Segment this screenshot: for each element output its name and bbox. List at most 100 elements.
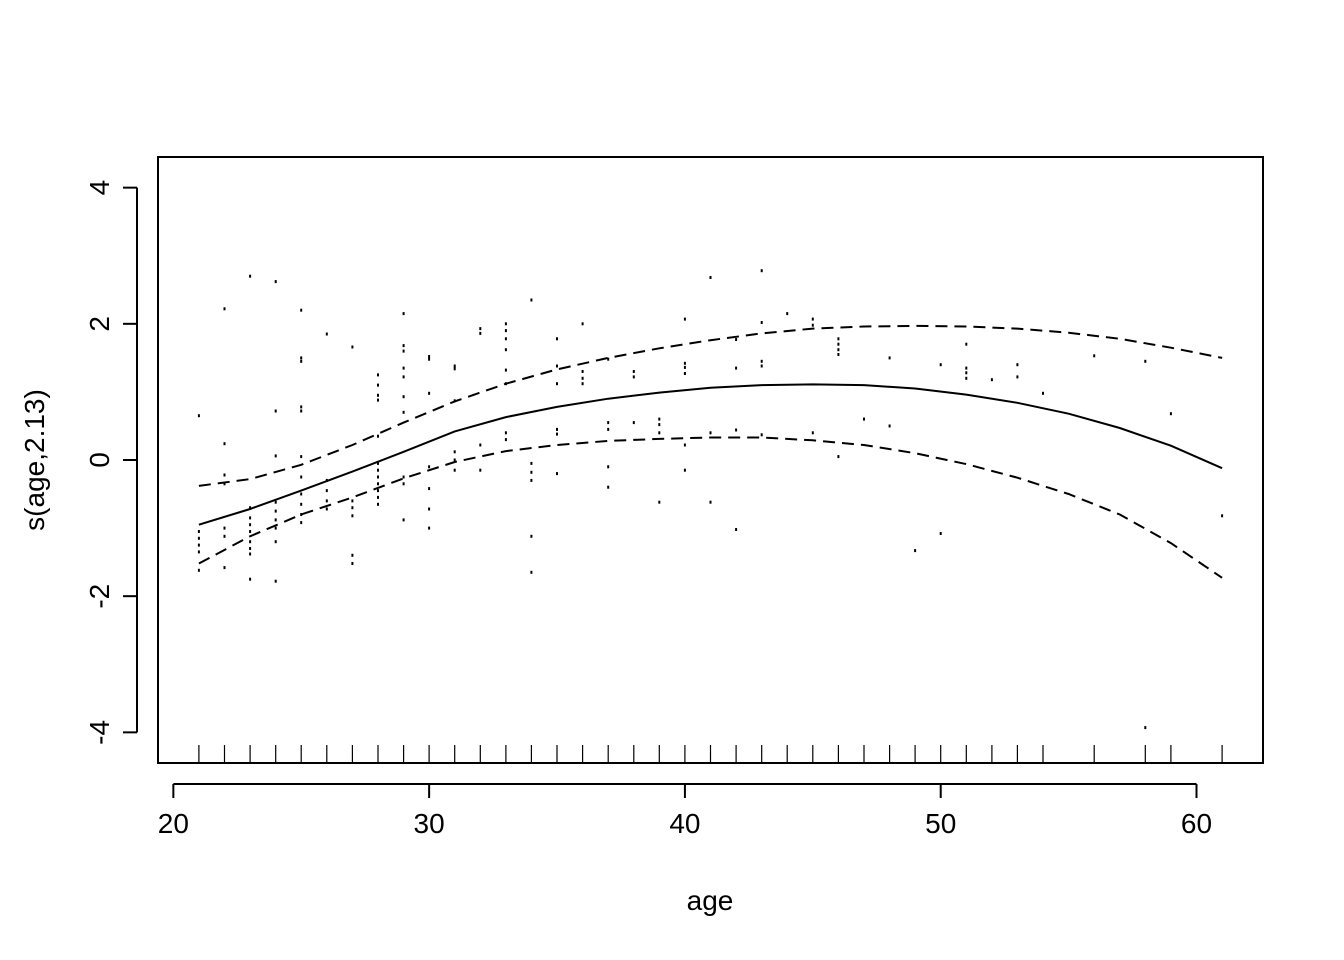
residual-point bbox=[530, 534, 533, 538]
residual-point bbox=[735, 366, 738, 370]
residual-point bbox=[249, 540, 252, 544]
residual-point bbox=[530, 470, 533, 474]
residual-point bbox=[377, 468, 379, 472]
residual-point bbox=[274, 518, 277, 522]
residual-point bbox=[837, 337, 840, 341]
residual-point bbox=[837, 348, 840, 352]
residual-point bbox=[735, 338, 738, 341]
residual-point bbox=[760, 269, 763, 273]
residual-point bbox=[249, 516, 252, 520]
residual-point bbox=[325, 499, 328, 503]
residual-point bbox=[1144, 726, 1147, 730]
residual-point bbox=[658, 417, 661, 421]
residual-point bbox=[274, 540, 277, 544]
residual-point bbox=[504, 337, 507, 341]
residual-point bbox=[377, 502, 379, 506]
residual-point bbox=[888, 424, 891, 428]
residual-point bbox=[556, 472, 558, 476]
residual-point bbox=[837, 342, 840, 346]
residual-point bbox=[402, 410, 405, 414]
residual-point bbox=[760, 321, 763, 324]
residual-point bbox=[377, 434, 379, 438]
residual-point bbox=[683, 468, 686, 472]
residual-point bbox=[197, 536, 200, 540]
residual-point bbox=[709, 500, 712, 504]
residual-point bbox=[760, 364, 763, 368]
residual-point bbox=[504, 322, 507, 326]
residual-point bbox=[274, 579, 277, 583]
residual-point bbox=[428, 465, 431, 469]
residual-point bbox=[504, 329, 507, 333]
residual-point bbox=[811, 317, 814, 321]
residual-point bbox=[351, 345, 354, 349]
residual-point bbox=[530, 478, 533, 482]
residual-point bbox=[274, 280, 277, 284]
residual-point bbox=[223, 442, 226, 446]
residual-point bbox=[581, 382, 584, 386]
residual-point bbox=[223, 473, 226, 477]
residual-point bbox=[453, 468, 456, 472]
rug-marks bbox=[198, 745, 1223, 763]
residual-point bbox=[274, 454, 277, 458]
residual-point bbox=[479, 327, 482, 331]
residual-point bbox=[683, 365, 686, 369]
residual-point bbox=[428, 507, 431, 511]
x-tick-label: 50 bbox=[925, 808, 956, 839]
residual-point bbox=[530, 461, 533, 465]
residual-point bbox=[632, 421, 635, 425]
residual-point bbox=[197, 550, 200, 554]
residual-point bbox=[556, 432, 558, 436]
residual-point bbox=[402, 375, 405, 379]
residual-point bbox=[479, 468, 482, 472]
residual-point bbox=[325, 489, 328, 493]
residual-point bbox=[402, 312, 405, 316]
series-upper-band bbox=[198, 324, 1223, 487]
residual-point bbox=[632, 375, 635, 379]
residual-point bbox=[1144, 359, 1147, 363]
residual-point bbox=[377, 482, 379, 486]
residual-point bbox=[249, 552, 252, 556]
residual-point bbox=[249, 530, 252, 533]
residual-point bbox=[351, 553, 354, 557]
residual-point bbox=[300, 492, 303, 496]
residual-point bbox=[402, 344, 405, 348]
residual-point bbox=[453, 450, 456, 454]
residual-point bbox=[197, 543, 200, 547]
series-fit bbox=[198, 383, 1223, 526]
residual-point bbox=[453, 364, 456, 368]
residual-point bbox=[683, 372, 686, 375]
y-axis-label: s(age,2.13) bbox=[19, 389, 50, 531]
residual-point bbox=[1016, 375, 1019, 379]
residual-point bbox=[863, 417, 865, 421]
smooth-curves bbox=[198, 324, 1223, 579]
residual-point bbox=[581, 322, 584, 326]
residual-point bbox=[556, 337, 558, 341]
residual-point bbox=[351, 514, 354, 518]
residual-point bbox=[658, 500, 661, 504]
residual-point bbox=[377, 489, 379, 493]
residual-point bbox=[607, 421, 610, 425]
residual-point bbox=[223, 482, 226, 486]
residual-point bbox=[607, 357, 610, 361]
series-lower-band bbox=[198, 436, 1223, 579]
residual-point bbox=[479, 443, 482, 447]
y-tick-label: 2 bbox=[84, 316, 115, 332]
residual-point bbox=[735, 528, 738, 531]
residual-point bbox=[658, 423, 661, 427]
residual-point bbox=[837, 455, 840, 459]
residual-point bbox=[504, 438, 507, 442]
residual-point bbox=[351, 506, 354, 510]
residual-point bbox=[1042, 391, 1044, 395]
residual-point bbox=[249, 274, 252, 278]
residual-point bbox=[377, 475, 379, 479]
residual-point bbox=[428, 355, 431, 358]
residual-point bbox=[735, 428, 738, 432]
residual-point bbox=[300, 356, 303, 360]
residual-point bbox=[888, 356, 891, 360]
residual-point bbox=[402, 349, 405, 353]
residual-point bbox=[402, 366, 405, 370]
residual-point bbox=[453, 458, 456, 462]
residual-point bbox=[504, 368, 507, 372]
residual-point bbox=[581, 376, 584, 380]
x-tick-label: 30 bbox=[414, 808, 445, 839]
